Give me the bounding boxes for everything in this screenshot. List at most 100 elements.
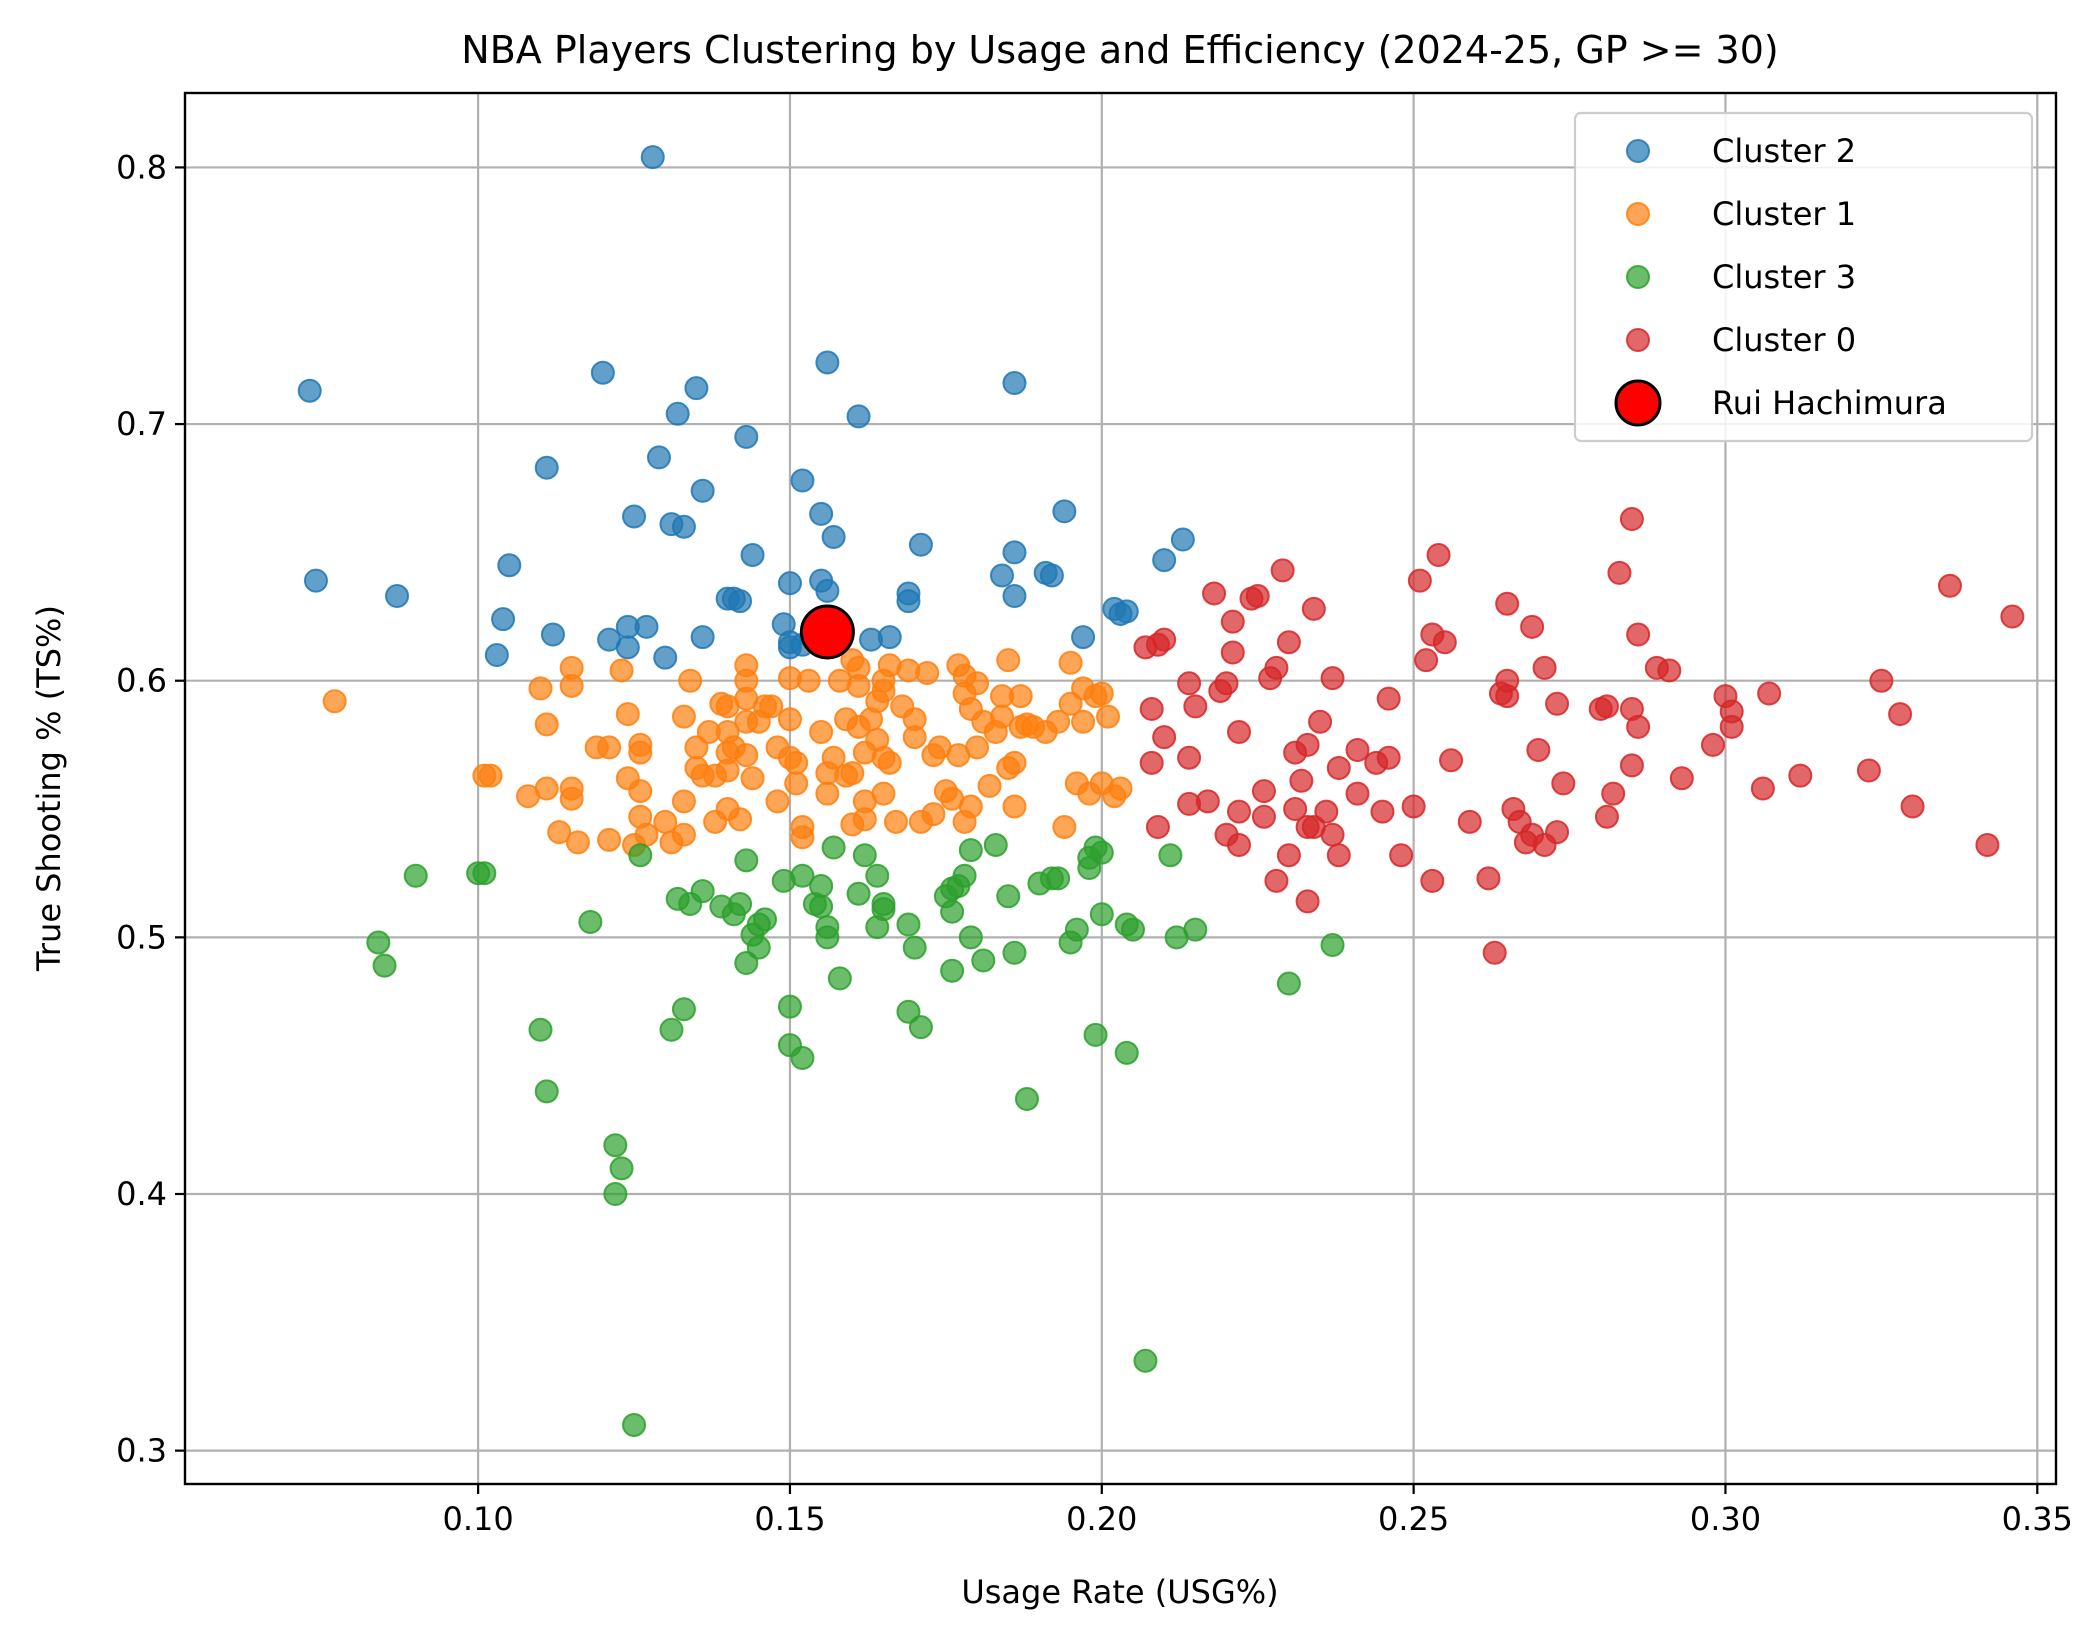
data-point bbox=[565, 830, 590, 855]
data-point bbox=[996, 884, 1021, 909]
data-point bbox=[1283, 797, 1308, 822]
data-point bbox=[597, 735, 622, 760]
data-point bbox=[615, 702, 640, 727]
data-point bbox=[1326, 843, 1351, 868]
data-point bbox=[1152, 725, 1177, 750]
data-point bbox=[815, 781, 840, 806]
data-point bbox=[1869, 668, 1894, 693]
data-point bbox=[1071, 709, 1096, 734]
data-point bbox=[1039, 563, 1064, 588]
data-point bbox=[815, 925, 840, 950]
data-point bbox=[809, 894, 834, 919]
data-point bbox=[852, 843, 877, 868]
data-point bbox=[846, 404, 871, 429]
x-tick-label: 0.10 bbox=[442, 1500, 513, 1538]
data-point bbox=[1220, 609, 1245, 634]
legend-marker bbox=[1626, 265, 1650, 289]
data-point bbox=[1594, 694, 1619, 719]
highlight-point-rui-hachimura bbox=[799, 604, 855, 660]
data-point bbox=[603, 1133, 628, 1158]
data-point bbox=[1264, 868, 1289, 893]
data-point bbox=[1439, 748, 1464, 773]
legend-label: Cluster 3 bbox=[1712, 258, 1856, 296]
legend-marker bbox=[1626, 139, 1650, 163]
data-point bbox=[827, 966, 852, 991]
data-point bbox=[728, 589, 753, 614]
data-point bbox=[728, 891, 753, 916]
data-point bbox=[671, 514, 696, 539]
data-point bbox=[1326, 755, 1351, 780]
data-point bbox=[1975, 832, 2000, 857]
data-point bbox=[1526, 738, 1551, 763]
legend-marker bbox=[1626, 328, 1650, 352]
data-point bbox=[671, 997, 696, 1022]
data-point bbox=[528, 676, 553, 701]
data-point bbox=[1002, 750, 1027, 775]
data-point bbox=[1320, 666, 1345, 691]
data-point bbox=[759, 694, 784, 719]
data-point bbox=[1226, 799, 1251, 824]
data-point bbox=[403, 863, 428, 888]
data-point bbox=[1551, 771, 1576, 796]
data-point bbox=[896, 589, 921, 614]
data-point bbox=[640, 145, 665, 170]
data-point bbox=[840, 761, 865, 786]
y-tick-label: 0.6 bbox=[116, 662, 167, 700]
data-point bbox=[821, 835, 846, 860]
data-point bbox=[1145, 814, 1170, 839]
data-point bbox=[491, 607, 516, 632]
data-point bbox=[1251, 804, 1276, 829]
data-point bbox=[603, 1181, 628, 1206]
data-point bbox=[1058, 650, 1083, 675]
data-point bbox=[297, 378, 322, 403]
data-point bbox=[671, 789, 696, 814]
data-point bbox=[1295, 732, 1320, 757]
data-point bbox=[534, 776, 559, 801]
axis-ticks: 0.10 0.15 0.20 0.25 0.30 0.35 0.3 0.4 0.5 0.6 0.7 0… bbox=[116, 148, 2073, 1538]
data-point bbox=[734, 743, 759, 768]
data-point bbox=[1058, 691, 1083, 716]
y-tick-label: 0.7 bbox=[116, 405, 167, 443]
data-point bbox=[1170, 527, 1195, 552]
data-point bbox=[983, 832, 1008, 857]
data-point bbox=[1152, 548, 1177, 573]
data-point bbox=[1900, 794, 1925, 819]
data-point bbox=[484, 643, 509, 668]
data-point bbox=[871, 678, 896, 703]
data-point bbox=[1495, 591, 1520, 616]
legend-marker bbox=[1614, 379, 1662, 427]
data-point bbox=[646, 445, 671, 470]
data-point bbox=[1619, 507, 1644, 532]
data-point bbox=[1214, 671, 1239, 696]
data-point bbox=[690, 879, 715, 904]
data-point bbox=[1520, 614, 1545, 639]
data-point bbox=[796, 668, 821, 693]
data-point bbox=[1407, 568, 1432, 593]
data-point bbox=[1071, 625, 1096, 650]
data-point bbox=[653, 809, 678, 834]
data-point bbox=[478, 763, 503, 788]
data-point bbox=[534, 1079, 559, 1104]
data-point bbox=[896, 999, 921, 1024]
data-point bbox=[1089, 681, 1114, 706]
plot-frame bbox=[183, 91, 2058, 1486]
data-point bbox=[896, 912, 921, 937]
data-point bbox=[734, 951, 759, 976]
data-point bbox=[1476, 866, 1501, 891]
data-point bbox=[303, 568, 328, 593]
data-point bbox=[996, 648, 1021, 673]
data-point bbox=[1202, 581, 1227, 606]
data-point bbox=[777, 707, 802, 732]
data-point bbox=[1545, 691, 1570, 716]
data-point bbox=[1750, 776, 1775, 801]
data-point bbox=[622, 1412, 647, 1437]
data-point bbox=[790, 1045, 815, 1070]
data-point bbox=[1414, 648, 1439, 673]
data-point bbox=[715, 758, 740, 783]
data-point bbox=[609, 658, 634, 683]
data-point bbox=[1888, 702, 1913, 727]
data-point bbox=[852, 807, 877, 832]
data-point bbox=[1856, 758, 1881, 783]
data-point bbox=[1089, 902, 1114, 927]
